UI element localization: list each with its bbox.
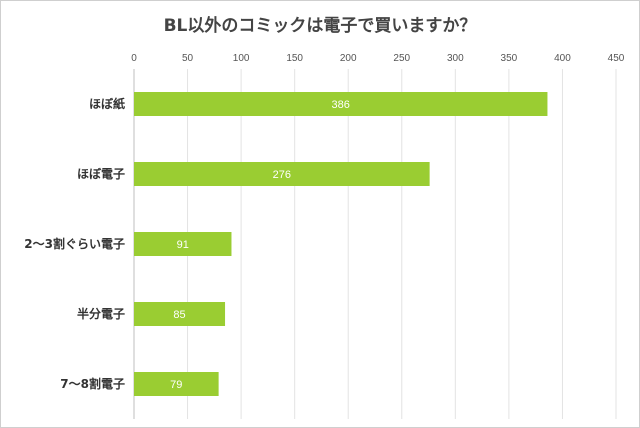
data-label: 386 [332,99,350,111]
data-label: 276 [273,169,291,181]
x-tick-label: 150 [286,53,303,64]
category-label: ほぼ紙 [89,96,125,111]
category-label: 7～8割電子 [60,376,125,391]
x-tick-label: 450 [608,53,625,64]
bar [134,232,232,256]
bar [134,92,548,116]
x-tick-label: 100 [233,53,250,64]
category-label: 2～3割ぐらい電子 [24,236,125,251]
x-tick-label: 400 [554,53,571,64]
chart-title: BL以外のコミックは電子で買いますか？ [163,16,477,36]
x-tick-label: 350 [501,53,518,64]
category-label: ほぼ電子 [77,167,125,181]
bar [134,162,430,186]
x-tick-label: 50 [182,53,194,64]
data-label: 79 [170,379,182,391]
data-label: 91 [177,239,189,251]
x-tick-label: 0 [131,53,137,64]
bar [134,302,226,326]
x-tick-label: 200 [340,53,357,64]
data-label: 85 [173,309,185,321]
x-tick-label: 300 [447,53,464,64]
x-tick-label: 250 [393,53,410,64]
bar [134,372,219,396]
category-label: 半分電子 [77,306,125,321]
